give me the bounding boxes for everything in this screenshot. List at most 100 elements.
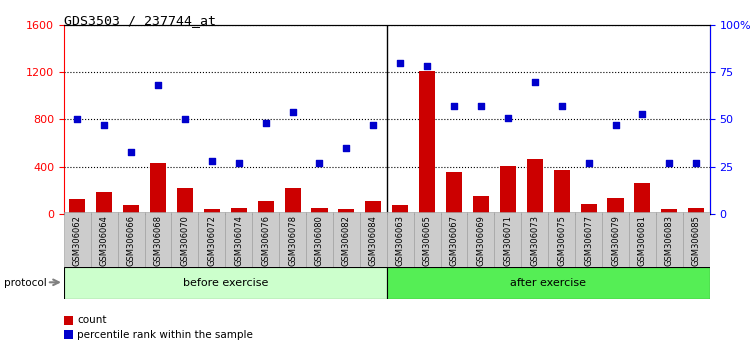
Bar [608, 198, 623, 214]
Bar [198, 212, 225, 267]
Bar [118, 212, 144, 267]
Bar [446, 172, 462, 214]
Point [206, 158, 218, 164]
Bar [225, 212, 252, 267]
Text: GSM306081: GSM306081 [638, 215, 647, 266]
Point [421, 64, 433, 69]
Bar [64, 212, 91, 267]
Text: count: count [77, 315, 107, 325]
Text: GSM306065: GSM306065 [423, 215, 432, 266]
Bar [688, 208, 704, 214]
Text: GSM306071: GSM306071 [503, 215, 512, 266]
Point [313, 160, 325, 166]
Bar [123, 205, 139, 214]
Bar [414, 212, 441, 267]
Text: before exercise: before exercise [182, 278, 268, 288]
Point [125, 149, 137, 154]
Text: GSM306085: GSM306085 [692, 215, 701, 266]
Text: GDS3503 / 237744_at: GDS3503 / 237744_at [64, 14, 216, 27]
Point [690, 160, 702, 166]
Text: GSM306072: GSM306072 [207, 215, 216, 266]
Text: GSM306070: GSM306070 [180, 215, 189, 266]
Bar [258, 201, 273, 214]
Bar [338, 209, 354, 214]
Bar [285, 188, 300, 214]
Bar [69, 199, 86, 214]
Text: GSM306082: GSM306082 [342, 215, 351, 266]
Text: GSM306077: GSM306077 [584, 215, 593, 266]
Bar [252, 212, 279, 267]
Text: GSM306078: GSM306078 [288, 215, 297, 266]
Bar [312, 208, 327, 214]
Bar [662, 210, 677, 214]
Bar [548, 212, 575, 267]
Bar [64, 267, 387, 299]
Text: after exercise: after exercise [510, 278, 587, 288]
Text: GSM306063: GSM306063 [396, 215, 405, 266]
Bar [521, 212, 548, 267]
Point [367, 122, 379, 128]
Bar [150, 163, 166, 214]
Point [179, 116, 191, 122]
Bar [204, 210, 220, 214]
Point [556, 103, 568, 109]
Bar [177, 188, 193, 214]
Bar [575, 212, 602, 267]
Bar [500, 166, 516, 214]
Text: GSM306084: GSM306084 [369, 215, 378, 266]
Point [636, 111, 648, 116]
Bar [473, 196, 489, 214]
Point [98, 122, 110, 128]
Bar [171, 212, 198, 267]
Bar [602, 212, 629, 267]
Text: GSM306067: GSM306067 [450, 215, 459, 266]
Bar [333, 212, 360, 267]
Bar [387, 267, 710, 299]
Text: GSM306080: GSM306080 [315, 215, 324, 266]
Bar [635, 183, 650, 214]
Text: GSM306068: GSM306068 [153, 215, 162, 266]
Bar [360, 212, 387, 267]
Text: GSM306073: GSM306073 [530, 215, 539, 266]
Point [233, 160, 245, 166]
Point [663, 160, 675, 166]
Bar [365, 201, 382, 214]
Point [448, 103, 460, 109]
Bar [392, 205, 409, 214]
Point [502, 115, 514, 120]
Point [583, 160, 595, 166]
Bar [419, 71, 436, 214]
Bar [553, 170, 570, 214]
Text: GSM306083: GSM306083 [665, 215, 674, 266]
Point [260, 120, 272, 126]
Bar [144, 212, 171, 267]
Point [610, 122, 622, 128]
Bar [279, 212, 306, 267]
Point [152, 82, 164, 88]
Point [71, 116, 83, 122]
Bar [526, 159, 543, 214]
Text: GSM306075: GSM306075 [557, 215, 566, 266]
Bar [91, 212, 118, 267]
Bar [683, 212, 710, 267]
Point [394, 60, 406, 65]
Text: GSM306076: GSM306076 [261, 215, 270, 266]
Point [287, 109, 299, 115]
Text: percentile rank within the sample: percentile rank within the sample [77, 330, 253, 339]
Text: GSM306066: GSM306066 [127, 215, 136, 266]
Bar [231, 208, 247, 214]
Point [340, 145, 352, 151]
Text: GSM306074: GSM306074 [234, 215, 243, 266]
Text: GSM306062: GSM306062 [73, 215, 82, 266]
Text: GSM306079: GSM306079 [611, 215, 620, 266]
Bar [494, 212, 521, 267]
Text: GSM306064: GSM306064 [100, 215, 109, 266]
Text: GSM306069: GSM306069 [476, 215, 485, 266]
Bar [387, 212, 414, 267]
Bar [581, 204, 596, 214]
Point [529, 79, 541, 84]
Point [475, 103, 487, 109]
Bar [441, 212, 467, 267]
Text: protocol: protocol [4, 278, 47, 288]
Bar [467, 212, 494, 267]
